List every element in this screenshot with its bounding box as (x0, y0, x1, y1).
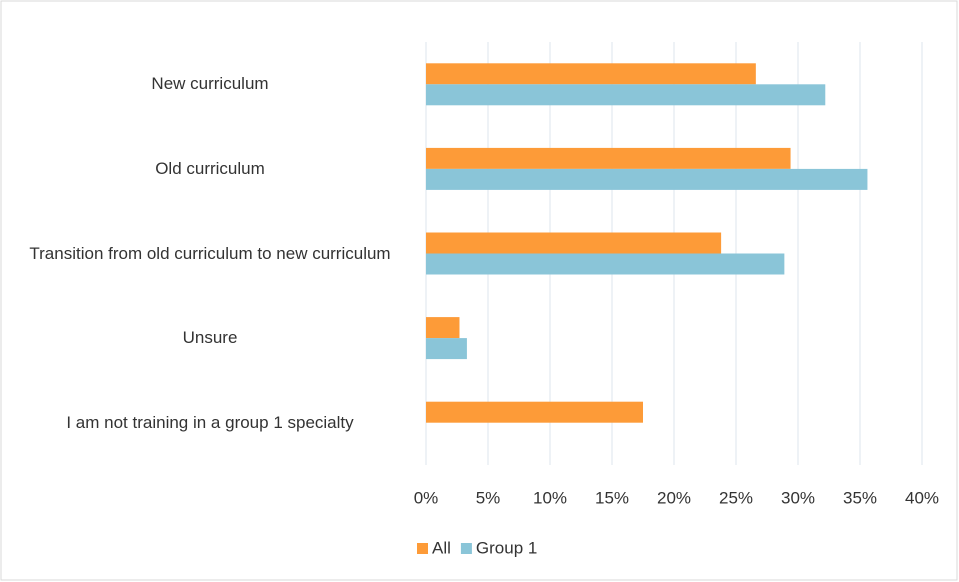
y-tick-label: Old curriculum (155, 158, 265, 178)
legend-swatch (417, 543, 428, 554)
bar (426, 63, 756, 85)
bar (426, 147, 791, 169)
legend-label: All (432, 538, 451, 557)
bar (426, 232, 722, 254)
bar (426, 338, 467, 360)
x-tick-label: 25% (719, 488, 753, 507)
x-tick-label: 15% (595, 488, 629, 507)
x-tick-label: 35% (843, 488, 877, 507)
x-tick-label: 5% (476, 488, 501, 507)
x-tick-label: 40% (905, 488, 939, 507)
bar (426, 401, 643, 423)
bar (426, 253, 785, 275)
y-tick-label: New curriculum (151, 74, 269, 94)
bar (426, 84, 826, 106)
legend-label: Group 1 (476, 538, 537, 557)
y-tick-label: I am not training in a group 1 specialty (66, 412, 354, 432)
legend-swatch (460, 543, 472, 554)
y-tick-label: Unsure (182, 328, 238, 348)
bar (426, 168, 868, 190)
bar (426, 317, 460, 339)
x-tick-label: 0% (414, 488, 439, 507)
x-tick-label: 20% (657, 488, 691, 507)
x-tick-label: 30% (781, 488, 815, 507)
x-tick-label: 10% (533, 488, 567, 507)
y-tick-label: Transition from old curriculum to new cu… (29, 243, 391, 263)
